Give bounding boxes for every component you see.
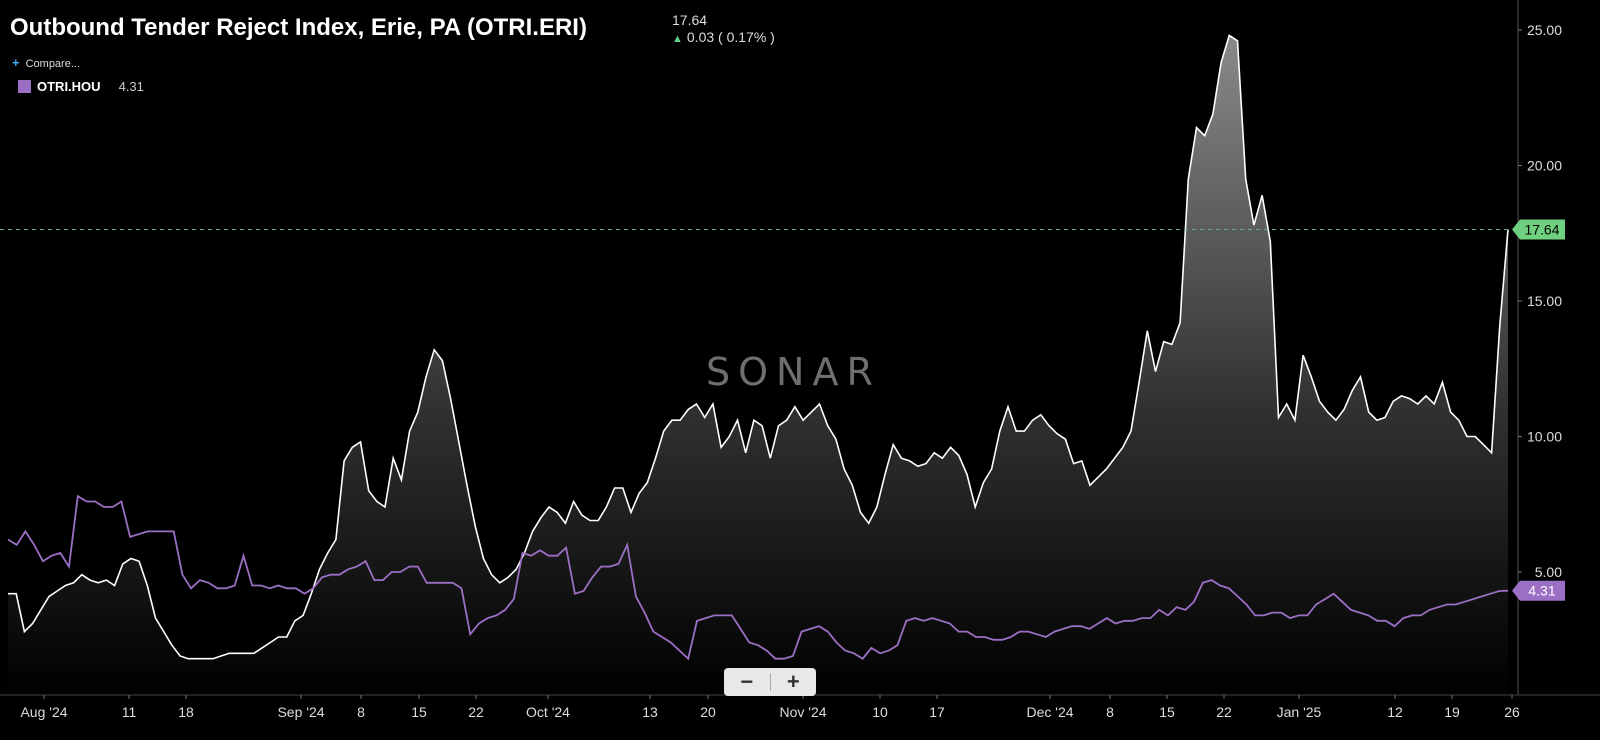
zoom-divider: [769, 673, 771, 691]
x-tick-label: 18: [178, 704, 194, 720]
legend-series-name: OTRI.HOU: [37, 79, 101, 94]
x-tick-label: 20: [700, 704, 716, 720]
x-tick-label: Dec '24: [1026, 704, 1073, 720]
last-value-badge-eri-shape: [1512, 219, 1565, 240]
last-price: 17.64: [672, 12, 708, 28]
legend-item-otri-hou[interactable]: OTRI.HOU 4.31: [18, 79, 144, 94]
last-price-block: 17.64 ▲ 0.03 ( 0.17% ): [672, 12, 775, 45]
last-value-badge-eri-text: 17.64: [1524, 221, 1559, 237]
y-tick-label: 20.00: [1527, 158, 1562, 174]
x-tick-label: 10: [872, 704, 888, 720]
x-tick-label: 19: [1444, 704, 1460, 720]
last-value-badge-hou-text: 4.31: [1528, 583, 1555, 599]
up-arrow-icon: ▲: [672, 33, 683, 45]
x-tick-label: 15: [411, 704, 427, 720]
sonar-watermark: SONAR: [706, 350, 881, 394]
plus-icon: +: [12, 55, 20, 70]
chart-title: Outbound Tender Reject Index, Erie, PA (…: [10, 14, 587, 41]
x-tick-label: 22: [468, 704, 484, 720]
y-tick-label: 10.00: [1527, 429, 1562, 445]
x-tick-label: 15: [1159, 704, 1175, 720]
x-tick-label: 12: [1387, 704, 1403, 720]
x-tick-label: Jan '25: [1277, 704, 1322, 720]
otri-hou-line: [7, 494, 1509, 661]
last-value-badge-eri: 17.64: [1512, 219, 1565, 240]
price-change-value: 0.03 ( 0.17% ): [686, 29, 775, 45]
zoom-controls: − +: [724, 668, 816, 696]
y-tick-label: 5.00: [1535, 564, 1562, 580]
x-tick-label: 17: [929, 704, 945, 720]
last-value-badge-hou: 4.31: [1512, 580, 1565, 601]
x-tick-label: 22: [1216, 704, 1232, 720]
otri-eri-line: [8, 34, 1509, 660]
legend-swatch: [18, 80, 31, 93]
x-tick-label: Oct '24: [526, 704, 570, 720]
x-tick-label: 26: [1504, 704, 1520, 720]
x-tick-label: 8: [1106, 704, 1114, 720]
y-tick-label: 25.00: [1527, 22, 1562, 38]
zoom-out-button[interactable]: −: [740, 669, 754, 694]
x-tick-label: 11: [122, 704, 137, 720]
x-tick-label: Nov '24: [779, 704, 826, 720]
y-tick-label: 15.00: [1527, 293, 1562, 309]
x-tick-label: 13: [642, 704, 658, 720]
zoom-in-button[interactable]: +: [786, 669, 800, 694]
legend-series-value: 4.31: [118, 79, 144, 94]
otri-eri-area: [8, 35, 1508, 695]
compare-label: Compare...: [25, 58, 81, 70]
compare-button[interactable]: + Compare...: [12, 55, 80, 70]
x-tick-label: Aug '24: [20, 704, 67, 720]
x-tick-label: Sep '24: [277, 704, 324, 720]
x-tick-label: 8: [357, 704, 365, 720]
price-change: ▲ 0.03 ( 0.17% ): [672, 29, 775, 45]
last-value-badge-hou-shape: [1512, 580, 1565, 601]
